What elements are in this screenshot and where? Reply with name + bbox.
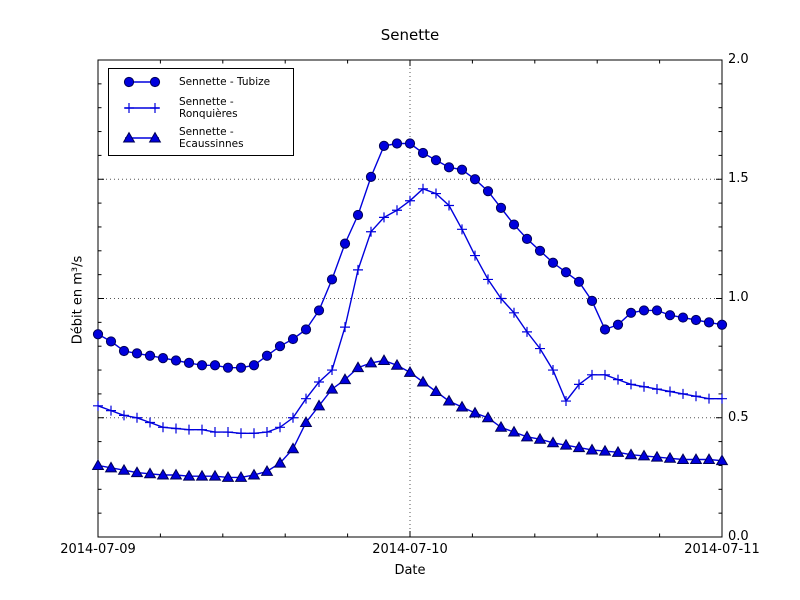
y-tick-label: 1.5 bbox=[728, 171, 749, 186]
legend-label: Sennette - Ronquières bbox=[179, 96, 238, 120]
x-tick-label: 2014-07-10 bbox=[372, 542, 448, 557]
triangle-marker-icon bbox=[122, 131, 162, 143]
legend: Sennette - Tubize Sennette - Ronquières … bbox=[108, 68, 294, 156]
plus-marker-icon bbox=[124, 103, 160, 113]
y-tick-label: 2.0 bbox=[728, 52, 749, 67]
y-tick-label: 1.0 bbox=[728, 290, 749, 305]
y-tick-label: 0.0 bbox=[728, 529, 749, 544]
legend-item-ecaussinnes: Sennette - Ecaussinnes bbox=[119, 126, 293, 150]
legend-item-ronquieres: Sennette - Ronquières bbox=[119, 96, 293, 120]
legend-label: Sennette - Tubize bbox=[179, 76, 271, 88]
y-axis-label: Débit en m³/s bbox=[70, 255, 86, 345]
legend-item-tubize: Sennette - Tubize bbox=[119, 74, 293, 90]
x-tick-label: 2014-07-11 bbox=[684, 542, 760, 557]
x-axis-label: Date bbox=[394, 563, 426, 578]
x-tick-label: 2014-07-09 bbox=[60, 542, 136, 557]
chart-title: Senette bbox=[380, 26, 440, 44]
circle-marker-icon bbox=[123, 76, 161, 88]
y-tick-label: 0.5 bbox=[728, 410, 749, 425]
legend-label: Sennette - Ecaussinnes bbox=[179, 126, 244, 150]
